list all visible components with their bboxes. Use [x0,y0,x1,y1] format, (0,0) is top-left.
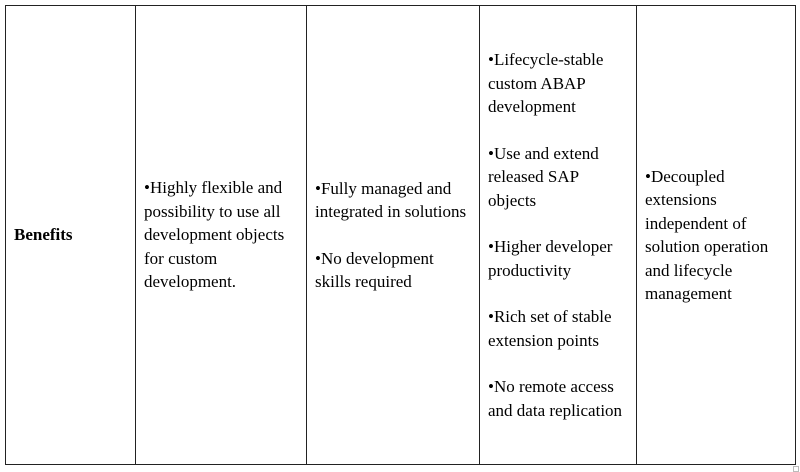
benefits-table: Benefits •Highly flexible and possibilit… [5,5,796,465]
bullet-item: •Lifecycle-stable custom ABAP developmen… [488,50,604,116]
row-label: Benefits [5,5,136,465]
bullet-item: •Rich set of stable extension points [488,307,612,350]
bullet-item: •Higher developer productivity [488,237,613,280]
table-cell: •Decoupled extensions independent of sol… [636,5,796,465]
resize-handle-icon[interactable] [793,466,799,472]
bullet-item: •No remote access and data replication [488,377,623,420]
bullet-item: •Highly flexible and possibility to use … [144,178,285,292]
bullet-item: •Use and extend released SAP objects [488,143,599,210]
table-cell: •Lifecycle-stable custom ABAP developmen… [479,5,637,465]
bullet-item: •Fully managed and integrated in solutio… [315,178,467,222]
table-cell: •Fully managed and integrated in solutio… [306,5,480,465]
table-row: Benefits •Highly flexible and possibilit… [5,5,796,465]
table-cell: •Highly flexible and possibility to use … [135,5,307,465]
bullet-item: •Decoupled extensions independent of sol… [645,166,769,304]
bullet-item: •No development skills required [315,248,434,292]
